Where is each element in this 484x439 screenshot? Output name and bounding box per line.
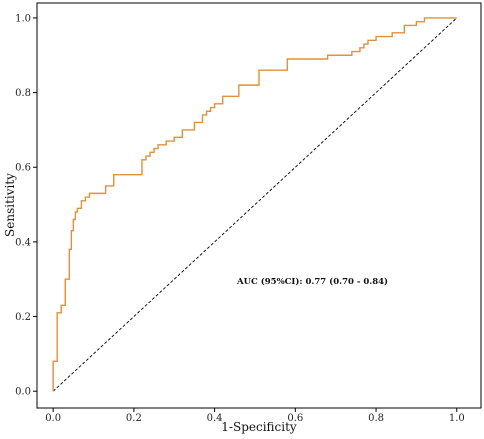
roc-curve-layer [52, 17, 457, 392]
y-tick-label: 1.0 [15, 13, 31, 24]
y-tick-label: 0.6 [15, 163, 31, 174]
y-tick-label: 0.8 [15, 88, 31, 99]
x-tick-label: 0.4 [207, 413, 223, 424]
plot-frame [36, 2, 482, 409]
y-axis-title: Sensitivity [3, 173, 17, 237]
x-tick-label: 1.0 [449, 413, 465, 424]
diagonal-reference-layer [52, 17, 458, 392]
y-tick-label: 0.0 [15, 387, 31, 398]
auc-annotation: AUC (95%CI): 0.77 (0.70 - 0.84) [236, 276, 388, 287]
x-tick-label: 0.6 [287, 413, 303, 424]
x-tick-label: 0.2 [126, 413, 142, 424]
y-axis-ticks: 0.0 0.2 0.4 0.6 0.8 1.0 [15, 13, 37, 398]
y-tick-label: 0.2 [15, 312, 31, 323]
roc-curve-line [52, 17, 457, 392]
x-axis-title: 1-Specificity [221, 420, 297, 434]
x-tick-label: 0.0 [45, 413, 61, 424]
diagonal-reference-line [52, 17, 458, 392]
y-tick-label: 0.4 [15, 237, 31, 248]
x-axis-ticks: 0.0 0.2 0.4 0.6 0.8 1.0 [45, 408, 465, 424]
x-tick-label: 0.8 [368, 413, 384, 424]
